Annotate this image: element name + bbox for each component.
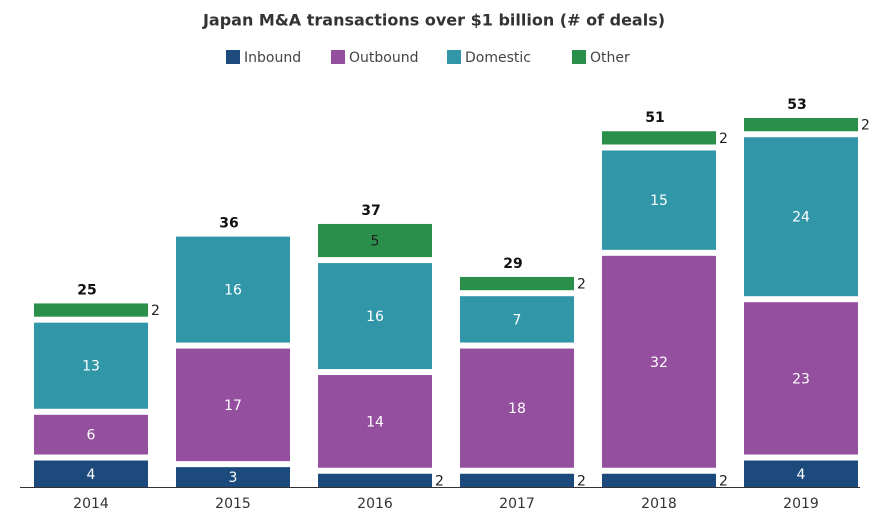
bar-segment (602, 150, 716, 250)
value-label: 2 (151, 303, 160, 319)
x-tick-label: 2014 (73, 496, 109, 512)
value-label: 5 (371, 234, 380, 250)
value-label: 2 (719, 131, 728, 147)
x-tick-label: 2018 (641, 496, 677, 512)
value-label: 7 (513, 312, 522, 328)
value-label: 16 (224, 283, 242, 299)
value-label: 2 (861, 118, 869, 134)
value-label: 3 (229, 470, 238, 486)
x-tick-label: 2019 (783, 496, 819, 512)
value-label: 17 (224, 398, 242, 414)
bar-segment (318, 223, 432, 258)
value-label: 6 (87, 428, 96, 444)
bar-segment (460, 473, 574, 487)
total-label: 29 (503, 256, 522, 272)
legend-label: Inbound (244, 50, 301, 66)
bar-segment (602, 131, 716, 145)
total-label: 25 (77, 282, 96, 298)
bar-segment (744, 302, 858, 455)
bar-segment (318, 375, 432, 468)
bar-segment (318, 473, 432, 487)
legend-label: Domestic (465, 50, 531, 66)
bar-segment (602, 473, 716, 487)
x-tick-label: 2016 (357, 496, 393, 512)
bar-segment (34, 414, 148, 455)
value-label: 16 (366, 309, 384, 325)
bar-segment (34, 303, 148, 317)
value-label: 32 (650, 355, 668, 371)
total-label: 53 (787, 97, 806, 113)
bar-segment (460, 296, 574, 343)
value-label: 14 (366, 414, 384, 430)
x-tick-label: 2015 (215, 496, 251, 512)
value-label: 24 (792, 210, 810, 226)
bar-segment (460, 348, 574, 468)
value-label: 15 (650, 193, 668, 209)
legend-swatch (572, 50, 586, 64)
total-label: 36 (219, 216, 238, 232)
bar-segment (318, 263, 432, 370)
value-label: 13 (82, 359, 100, 375)
value-label: 2 (577, 277, 586, 293)
bar-segment (744, 118, 858, 132)
value-label: 23 (792, 371, 810, 387)
bar-segment (602, 255, 716, 468)
x-tick-label: 2017 (499, 496, 535, 512)
chart-title: Japan M&A transactions over $1 billion (… (202, 11, 665, 30)
total-label: 37 (361, 203, 380, 219)
legend-label: Outbound (349, 50, 418, 66)
legend-swatch (447, 50, 461, 64)
value-label: 4 (87, 467, 96, 483)
bar-segment (34, 322, 148, 409)
value-label: 18 (508, 401, 526, 417)
legend-label: Other (590, 50, 630, 66)
value-label: 2 (577, 473, 586, 489)
value-label: 4 (797, 467, 806, 483)
bar-segment (460, 276, 574, 291)
legend-swatch (226, 50, 240, 64)
bar-segment (744, 460, 858, 487)
bar-segment (34, 460, 148, 487)
total-label: 51 (645, 110, 664, 126)
bar-segment (176, 467, 290, 487)
bar-segment (744, 137, 858, 297)
bar-segment (176, 348, 290, 462)
bar-segment (176, 236, 290, 343)
value-label: 2 (435, 473, 444, 489)
legend-swatch (331, 50, 345, 64)
value-label: 2 (719, 473, 728, 489)
